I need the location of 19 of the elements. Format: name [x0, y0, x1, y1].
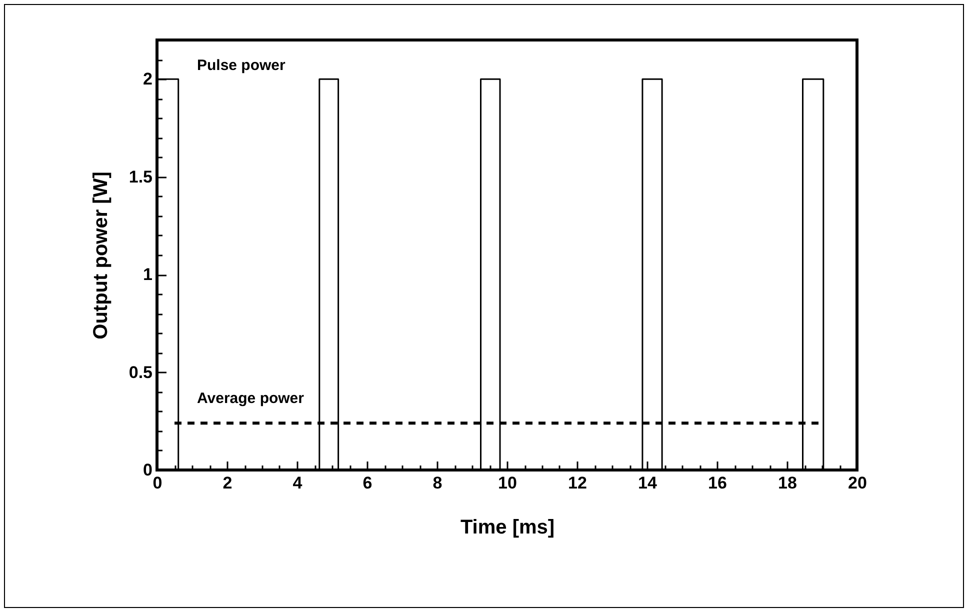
x-tick-label: 16 [708, 474, 727, 492]
x-tick-label: 6 [362, 474, 372, 492]
x-tick-label: 14 [638, 474, 658, 492]
y-tick-label: 1.5 [128, 167, 152, 186]
y-tick-label: 1 [143, 265, 152, 284]
x-tick-label: 4 [292, 474, 303, 492]
y-tick-label: 0 [143, 460, 152, 480]
x-tick-label: 2 [222, 474, 232, 492]
annotation: Average power [197, 390, 304, 407]
x-tick-label: 8 [432, 474, 442, 492]
x-tick-label: 10 [498, 474, 517, 492]
x-axis-title: Time [ms] [460, 516, 555, 538]
x-tick-label: 20 [848, 474, 867, 492]
y-tick-label: 0.5 [128, 362, 152, 382]
y-tick-label: 2 [143, 70, 152, 89]
annotation: Pulse power [197, 57, 286, 74]
x-tick-label: 12 [568, 474, 587, 492]
y-axis-title: Output power [W] [90, 172, 112, 340]
x-tick-label: 18 [778, 474, 797, 492]
